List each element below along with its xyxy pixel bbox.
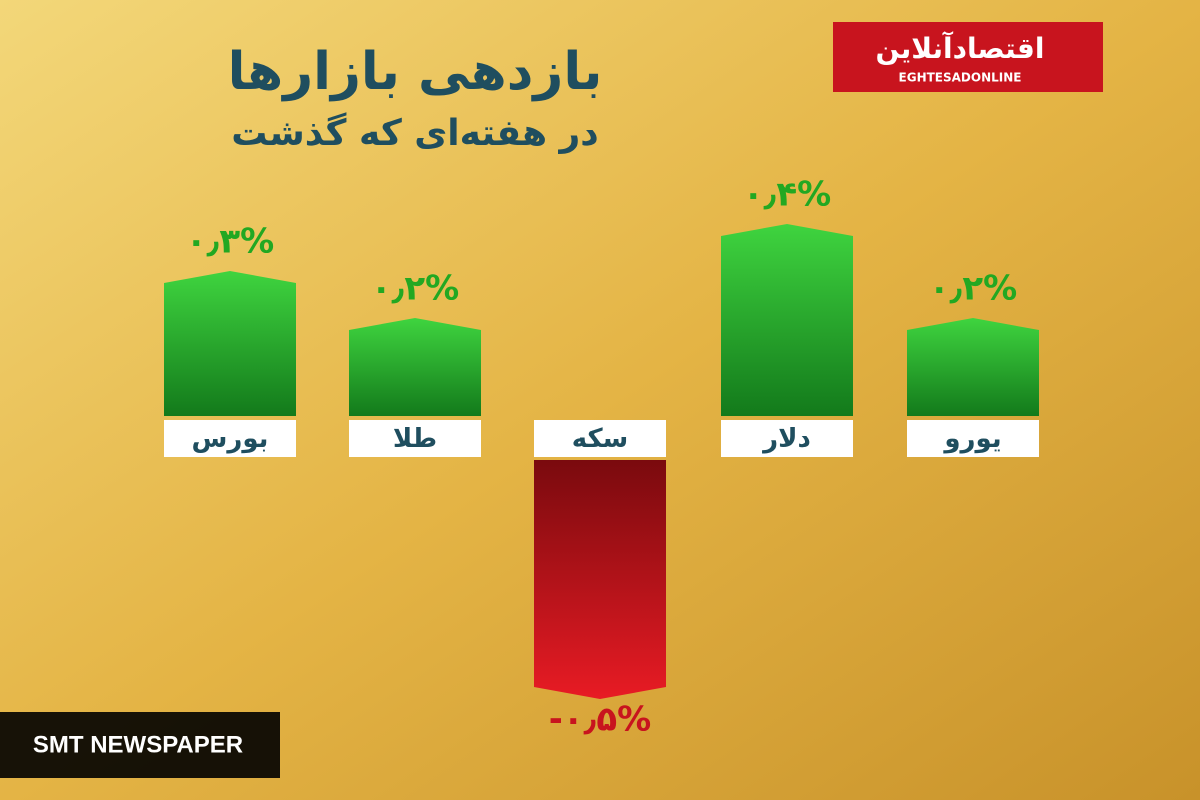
- category-label: سکه: [572, 424, 628, 454]
- plot-area: ۰٫۳% بورس ۰٫۲% طلا -۰٫۵% سکه ۰٫۴% دلار ۰٫۲% یورو: [164, 175, 1039, 740]
- category-box: [907, 420, 1039, 457]
- value-label: -۰٫۵%: [549, 700, 651, 740]
- category-label: یورو: [942, 424, 1001, 454]
- value-label: ۰٫۴%: [743, 175, 831, 215]
- category-box: [164, 420, 296, 457]
- watermark-box: [0, 712, 280, 778]
- logo-latin: EGHTESADONLINE: [899, 71, 1022, 85]
- category-label: بورس: [192, 424, 269, 454]
- bar: [721, 224, 853, 416]
- watermark: SMT NEWSPAPER: [33, 731, 243, 758]
- value-label: ۰٫۲%: [929, 269, 1017, 309]
- category-box: [721, 420, 853, 457]
- bar: [534, 460, 666, 699]
- logo-name: اقتصادآنلاین: [876, 31, 1045, 65]
- bar: [164, 271, 296, 416]
- category-label: دلار: [761, 424, 811, 454]
- category-label: طلا: [393, 424, 437, 454]
- value-label: ۰٫۲%: [371, 269, 459, 309]
- chart-subtitle: در هفته‌ای که گذشت: [231, 112, 599, 154]
- category-box: [534, 420, 666, 457]
- bar: [907, 318, 1039, 416]
- value-label: ۰٫۳%: [186, 222, 274, 262]
- logo-box: [833, 22, 1103, 92]
- bar: [349, 318, 481, 416]
- chart-title: بازدهی بازارها: [228, 42, 603, 102]
- category-box: [349, 420, 481, 457]
